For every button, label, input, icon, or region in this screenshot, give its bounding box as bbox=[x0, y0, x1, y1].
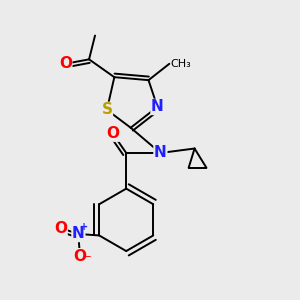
Text: +: + bbox=[80, 222, 88, 233]
Text: N: N bbox=[72, 226, 85, 242]
Text: ⁻: ⁻ bbox=[84, 253, 91, 266]
Text: O: O bbox=[106, 126, 119, 141]
Text: CH₃: CH₃ bbox=[171, 59, 192, 69]
Text: N: N bbox=[154, 146, 167, 160]
Text: N: N bbox=[151, 99, 164, 114]
Text: O: O bbox=[59, 56, 72, 71]
Text: O: O bbox=[74, 249, 86, 264]
Text: S: S bbox=[101, 102, 112, 117]
Text: O: O bbox=[54, 220, 67, 236]
